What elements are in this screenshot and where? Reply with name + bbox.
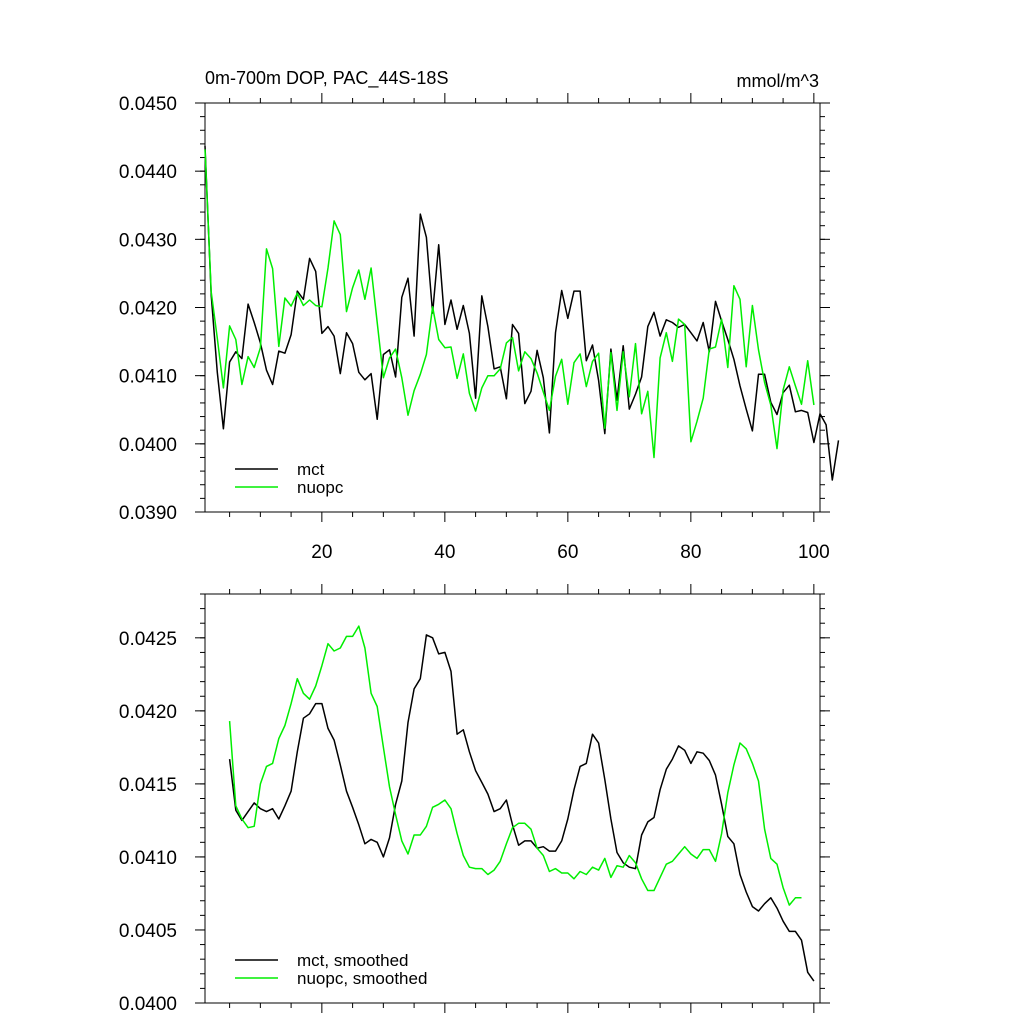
y-tick-label: 0.0415 xyxy=(119,775,177,796)
y-tick-label: 0.0390 xyxy=(119,503,177,524)
series-line-nuopc xyxy=(204,149,815,459)
y-tick-label: 0.0450 xyxy=(119,94,177,115)
legend-label-mct: mct xyxy=(297,460,325,479)
y-tick-label: 0.0430 xyxy=(119,230,177,251)
y-tick-label: 0.0440 xyxy=(119,162,177,183)
series-line-mct xyxy=(228,634,815,982)
legend-label-nuopc: nuopc xyxy=(297,478,344,497)
x-tick-label: 20 xyxy=(311,542,332,563)
x-tick-label: 60 xyxy=(557,542,578,563)
plot-frame xyxy=(204,102,821,513)
y-tick-label: 0.0410 xyxy=(119,848,177,869)
x-tick-label: 100 xyxy=(798,542,830,563)
y-tick-label: 0.0405 xyxy=(119,921,177,942)
x-tick-label: 80 xyxy=(680,542,701,563)
y-tick-label: 0.0400 xyxy=(119,994,177,1015)
series-line-mct xyxy=(204,145,840,481)
legend-label-mct: mct, smoothed xyxy=(297,951,409,970)
y-tick-label: 0.0420 xyxy=(119,702,177,723)
y-tick-label: 0.0420 xyxy=(119,299,177,320)
y-tick-label: 0.0410 xyxy=(119,367,177,388)
chart-title-units: mmol/m^3 xyxy=(737,71,819,91)
chart-title-left: 0m-700m DOP, PAC_44S-18S xyxy=(205,68,448,89)
chart-panel-2: 0.0400 0.0405 0.0410 0.0415 0.0420 0.0425 mct,… xyxy=(119,584,830,1015)
chart-panel-1: 20 40 60 80 100 0.0390 0.0400 0.0410 0.0420 0.043… xyxy=(119,93,840,563)
series-line-nuopc xyxy=(228,625,802,906)
y-tick-label: 0.0425 xyxy=(119,629,177,650)
x-tick-label: 40 xyxy=(434,542,455,563)
plot-frame xyxy=(204,593,821,1004)
y-tick-label: 0.0400 xyxy=(119,435,177,456)
legend-label-nuopc: nuopc, smoothed xyxy=(297,969,427,988)
